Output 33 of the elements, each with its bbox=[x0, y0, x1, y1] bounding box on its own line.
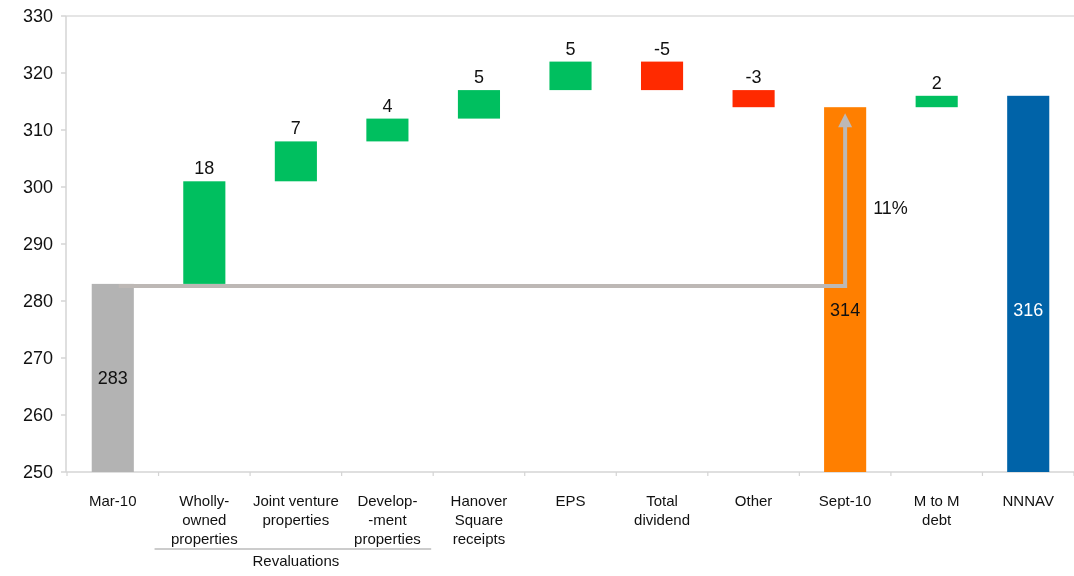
data-label: 18 bbox=[194, 158, 215, 179]
x-tick-label: NNNAV bbox=[1002, 492, 1054, 509]
y-tick-label: 270 bbox=[22, 348, 53, 368]
x-tick-label: Develop- -ment properties bbox=[354, 492, 421, 547]
x-tick-label: M to M debt bbox=[913, 492, 960, 528]
x-tick-label: Total dividend bbox=[634, 492, 690, 528]
y-tick-label: 310 bbox=[22, 120, 53, 140]
x-tick-label: Hanover Square receipts bbox=[450, 492, 508, 547]
y-tick-label: 330 bbox=[22, 6, 53, 26]
y-tick-label: 290 bbox=[22, 234, 53, 254]
data-label: 5 bbox=[565, 38, 576, 59]
data-label: 314 bbox=[830, 299, 861, 320]
x-tick-label: Sept-10 bbox=[818, 492, 872, 509]
x-tick-label: Wholly- owned properties bbox=[170, 492, 238, 547]
data-label: 316 bbox=[1013, 299, 1044, 320]
y-tick-label: 300 bbox=[22, 177, 53, 197]
data-label: 5 bbox=[473, 67, 484, 88]
y-tick-label: 260 bbox=[22, 405, 53, 425]
x-tick-label: Mar-10 bbox=[89, 492, 137, 509]
y-tick-label: 320 bbox=[22, 63, 53, 83]
y-tick-label: 250 bbox=[22, 462, 53, 482]
data-label: 2 bbox=[931, 72, 942, 93]
data-label: -5 bbox=[654, 38, 671, 59]
annotation: 11% bbox=[873, 197, 908, 218]
data-label: 4 bbox=[382, 95, 393, 116]
data-label: 283 bbox=[97, 367, 128, 388]
x-tick-label: EPS bbox=[555, 492, 586, 509]
data-label: -3 bbox=[745, 67, 762, 88]
data-label: 7 bbox=[290, 118, 301, 139]
x-tick-label: Other bbox=[734, 492, 773, 509]
x-tick-label: Joint venture properties bbox=[252, 492, 339, 528]
text: Revaluations bbox=[252, 552, 340, 569]
y-tick-label: 280 bbox=[22, 291, 53, 311]
